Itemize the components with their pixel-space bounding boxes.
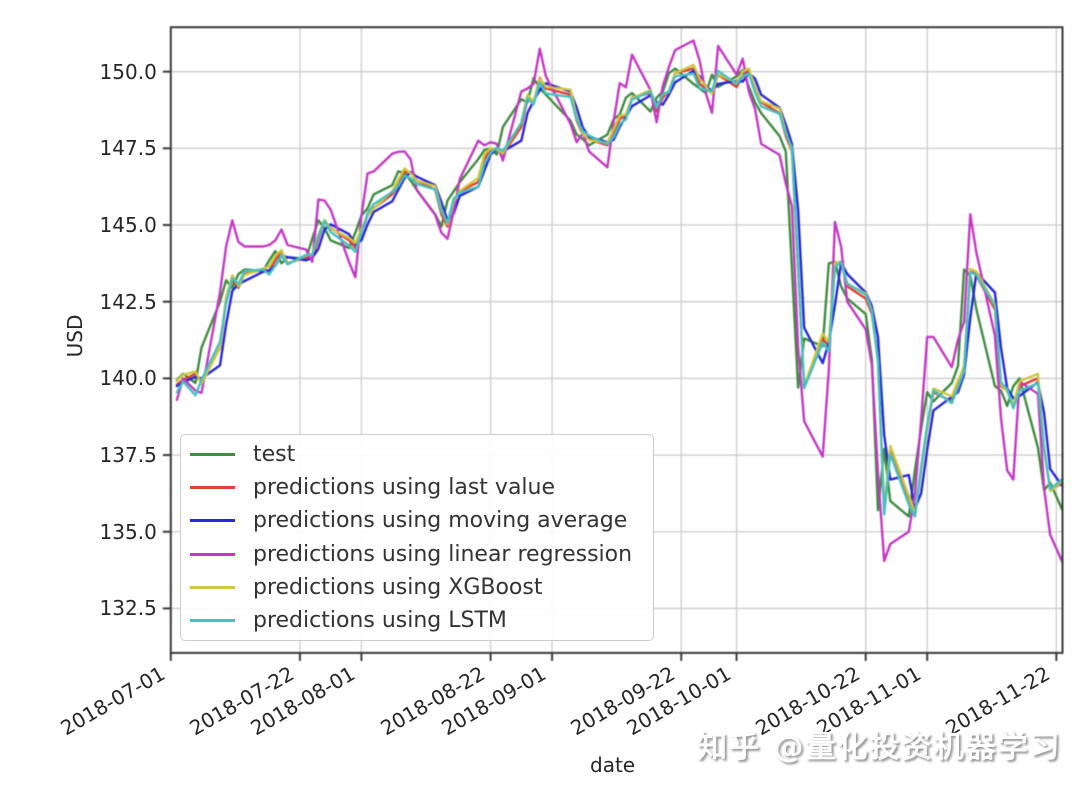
legend-label: predictions using last value — [253, 475, 556, 501]
y-tick-label: 135.0 — [99, 519, 157, 544]
y-tick-label: 132.5 — [99, 596, 157, 621]
legend-line-swatch — [190, 486, 235, 490]
legend-item-predictions-using-moving-average: predictions using moving average — [181, 504, 627, 537]
legend-item-test: test — [181, 438, 295, 471]
legend-line-swatch — [190, 453, 235, 456]
axes-spines — [169, 26, 1064, 654]
watermark: 知乎 @量化投资机器学习 — [697, 730, 1062, 765]
x-axis-label: date — [590, 753, 636, 777]
y-tick-label: 145.0 — [99, 213, 157, 238]
legend-item-predictions-using-XGBoost: predictions using XGBoost — [181, 571, 542, 604]
legend-item-predictions-using-last-value: predictions using last value — [181, 471, 555, 504]
series-line-predictions-using-LSTM — [175, 69, 1064, 518]
legend-label: test — [253, 442, 296, 467]
legend: test predictions using last value predicti… — [180, 434, 654, 641]
legend-line-swatch — [190, 552, 235, 556]
legend-label: predictions using moving average — [253, 508, 628, 534]
series-line-predictions-using-linear-regression — [175, 39, 1064, 564]
legend-item-predictions-using-linear-regression: predictions using linear regression — [181, 538, 632, 571]
y-axis-label: USD — [63, 314, 87, 358]
legend-line-swatch — [190, 619, 235, 622]
y-tick-label: 137.5 — [99, 443, 157, 468]
legend-line-swatch — [190, 519, 235, 523]
y-tick-label: 147.5 — [99, 136, 157, 161]
y-tick-label: 140.0 — [99, 366, 157, 391]
legend-label: predictions using LSTM — [253, 608, 507, 633]
legend-item-predictions-using-LSTM: predictions using LSTM — [181, 604, 507, 637]
legend-label: predictions using XGBoost — [253, 574, 543, 600]
legend-line-swatch — [190, 585, 235, 589]
y-tick-label: 142.5 — [99, 289, 157, 314]
y-tick-label: 150.0 — [99, 59, 157, 84]
legend-label: predictions using linear regression — [253, 541, 633, 567]
